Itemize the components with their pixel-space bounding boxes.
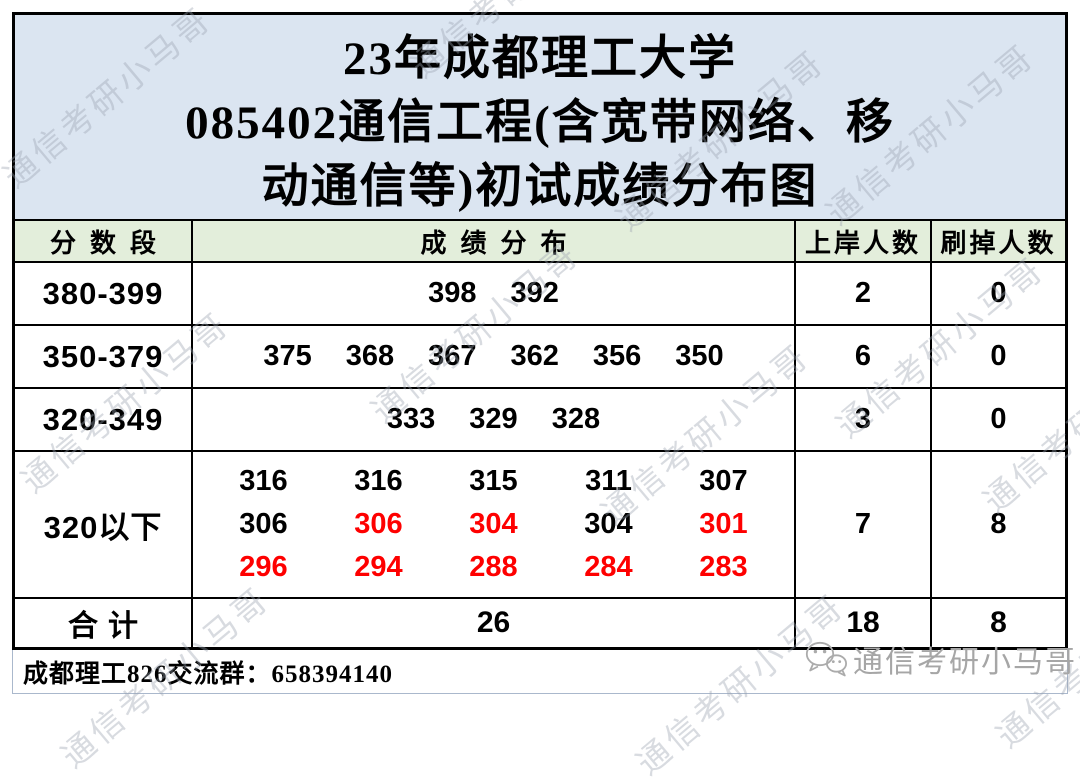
- score-block: 316 316 315 311 307 306 306 304 304 301 …: [206, 465, 781, 584]
- score-value: 362: [510, 340, 559, 372]
- admitted-cell: 7: [796, 452, 932, 599]
- title-line-2: 085402通信工程(含宽带网络、移: [185, 97, 895, 149]
- score-value: 356: [592, 340, 642, 372]
- eliminated-cell: 8: [932, 452, 1065, 599]
- eliminated-cell: 0: [932, 326, 1065, 389]
- score-value: 304: [469, 508, 518, 540]
- title-line-3: 动通信等)初试成绩分布图: [261, 161, 819, 213]
- score-value: 350: [675, 340, 724, 372]
- score-value: 375: [263, 340, 312, 372]
- score-value: 316: [354, 465, 403, 497]
- score-value: 284: [584, 551, 633, 583]
- eliminated-cell: 0: [932, 263, 1065, 326]
- total-distribution-cell: 26: [193, 599, 796, 647]
- total-label-cell: 合计: [15, 599, 193, 647]
- range-cell: 320-349: [15, 389, 193, 452]
- range-cell: 320以下: [15, 452, 193, 599]
- admitted-cell: 3: [796, 389, 932, 452]
- score-value: 304: [584, 508, 633, 540]
- score-value: 301: [699, 508, 748, 540]
- score-value: 306: [239, 508, 288, 540]
- scores-cell: 333 329 328: [193, 389, 796, 452]
- footer-group-bar: 成都理工826交流群：658394140: [12, 650, 1068, 694]
- score-value: 288: [469, 551, 518, 583]
- score-value: 316: [239, 465, 288, 497]
- score-value: 283: [699, 551, 748, 583]
- range-cell: 350-379: [15, 326, 193, 389]
- score-value: 311: [585, 465, 632, 497]
- range-cell: 380-399: [15, 263, 193, 326]
- total-eliminated-cell: 8: [990, 606, 1007, 639]
- score-value: 328: [551, 403, 601, 435]
- title-line-1: 23年成都理工大学: [343, 33, 737, 85]
- scores-cell: 375 368 367 362 356 350: [193, 326, 796, 389]
- col-header-range: 分数段: [15, 221, 193, 263]
- score-distribution-table: 23年成都理工大学 085402通信工程(含宽带网络、移 动通信等)初试成绩分布…: [12, 12, 1068, 650]
- score-value: 329: [469, 403, 518, 435]
- score-value: 306: [354, 508, 403, 540]
- score-value: 307: [699, 465, 748, 497]
- total-admitted-cell: 18: [796, 599, 932, 647]
- score-value: 294: [354, 551, 403, 583]
- score-grid: 分数段 成绩分布 上岸人数 刷掉人数 380-399 398 392 2 0 3…: [15, 221, 1065, 647]
- admitted-cell: 2: [796, 263, 932, 326]
- col-header-distribution: 成绩分布: [193, 221, 796, 263]
- table-title: 23年成都理工大学 085402通信工程(含宽带网络、移 动通信等)初试成绩分布…: [15, 15, 1065, 221]
- wechat-icon: [804, 639, 848, 679]
- score-value: 315: [469, 465, 518, 497]
- brand-name: 通信考研小马哥: [853, 646, 1077, 679]
- scores-cell: 316 316 315 311 307 306 306 304 304 301 …: [193, 452, 796, 599]
- footer-group-text: 成都理工826交流群：658394140: [23, 660, 394, 688]
- col-header-admitted: 上岸人数: [796, 221, 932, 263]
- scores-cell: 398 392: [193, 263, 796, 326]
- score-value: 368: [345, 340, 395, 372]
- brand-logo: 通信考研小马哥: [804, 636, 1077, 682]
- col-header-eliminated: 刷掉人数: [932, 221, 1065, 263]
- score-value: 392: [510, 277, 559, 309]
- admitted-cell: 6: [796, 326, 932, 389]
- score-value: 398: [428, 277, 477, 309]
- score-value: 333: [386, 403, 436, 435]
- score-value: 296: [239, 551, 288, 583]
- eliminated-cell: 0: [932, 389, 1065, 452]
- score-value: 367: [428, 340, 477, 372]
